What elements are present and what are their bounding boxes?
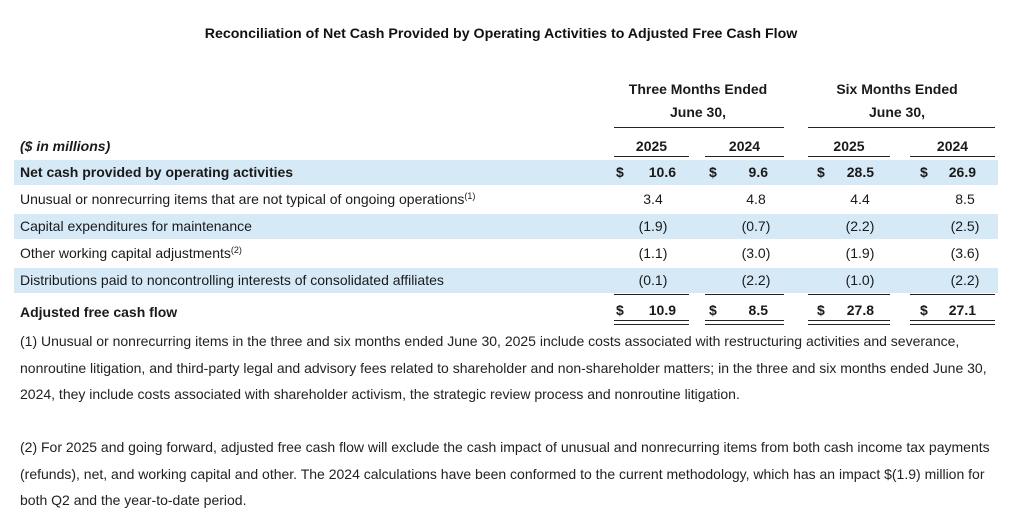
table-row: Distributions paid to noncontrolling int… [14,268,998,293]
table-row: Capital expenditures for maintenance (1.… [14,214,998,239]
value-cell: 26.9 [948,164,976,180]
year-underline [614,156,689,157]
group-header-line1: Six Months Ended [836,81,958,97]
group-header-six-months: Six Months Ended June 30, [809,81,985,120]
footnote-1: (1) Unusual or nonrecurring items in the… [20,333,987,403]
row-label: Adjusted free cash flow [20,304,178,320]
table-row: Net cash provided by operating activitie… [14,160,998,185]
value-cell: 8.5 [955,191,975,207]
group-underline [808,127,995,128]
value-cell: (3.6) [950,245,980,261]
table-row: Unusual or nonrecurring items that are n… [14,187,998,212]
value-cell: 3.4 [643,191,663,207]
value-cell: 4.4 [850,191,870,207]
group-header-line2: June 30, [669,104,727,120]
subtotal-rule [808,294,890,295]
row-label: Unusual or nonrecurring items that are n… [20,191,475,207]
dollar-sign: $ [709,302,717,318]
value-cell: 27.8 [846,302,874,318]
row-label: Other working capital adjustments(2) [20,245,242,261]
value-cell: (1.9) [845,245,875,261]
row-label: Distributions paid to noncontrolling int… [20,272,444,288]
group-underline [614,127,784,128]
year-underline [808,156,890,157]
value-cell: (1.9) [638,218,668,234]
group-header-line2: June 30, [868,104,926,120]
dollar-sign: $ [817,164,825,180]
footnote-marker: (2) [230,245,242,255]
dollar-sign: $ [616,302,624,318]
dollar-sign: $ [920,164,928,180]
value-cell: 28.5 [846,164,874,180]
group-header-three-months: Three Months Ended June 30, [612,81,784,120]
subtotal-rule [614,294,689,295]
total-double-rule [910,320,995,325]
subtotal-rule [910,294,995,295]
total-double-rule [705,320,784,325]
year-header: 2025 [833,138,865,154]
dollar-sign: $ [616,164,624,180]
value-cell: (0.7) [741,218,771,234]
year-underline [910,156,995,157]
year-header: 2024 [936,138,969,154]
subtotal-rule [705,294,784,295]
dollar-sign: $ [817,302,825,318]
table-row: Other working capital adjustments(2) (1.… [14,241,998,266]
year-header: 2024 [728,138,761,154]
units-label: ($ in millions) [20,138,111,154]
value-cell: 10.9 [648,302,676,318]
value-cell: 9.6 [748,164,768,180]
table-row: Adjusted free cash flow $ 10.9 $ 8.5 $ 2… [14,297,998,322]
value-cell: (1.0) [845,272,875,288]
footnote-2: (2) For 2025 and going forward, adjusted… [20,439,990,509]
value-cell: (0.1) [638,272,668,288]
total-double-rule [808,320,890,325]
total-double-rule [614,320,689,325]
value-cell: (2.2) [845,218,875,234]
value-cell: 10.6 [648,164,676,180]
value-cell: (1.1) [638,245,668,261]
value-cell: (3.0) [741,245,771,261]
row-label: Capital expenditures for maintenance [20,218,252,234]
year-underline [705,156,784,157]
value-cell: 27.1 [948,302,976,318]
value-cell: 4.8 [746,191,766,207]
value-cell: 8.5 [748,302,768,318]
row-label-text: Unusual or nonrecurring items that are n… [20,191,465,207]
row-label: Net cash provided by operating activitie… [20,164,294,180]
footnote-marker: (1) [464,191,476,201]
table-title: Reconciliation of Net Cash Provided by O… [204,26,798,42]
row-label-text: Other working capital adjustments [20,245,231,261]
value-cell: (2.2) [950,272,980,288]
dollar-sign: $ [920,302,928,318]
value-cell: (2.2) [741,272,771,288]
value-cell: (2.5) [950,218,980,234]
year-header: 2025 [635,138,668,154]
group-header-line1: Three Months Ended [628,81,768,97]
dollar-sign: $ [709,164,717,180]
